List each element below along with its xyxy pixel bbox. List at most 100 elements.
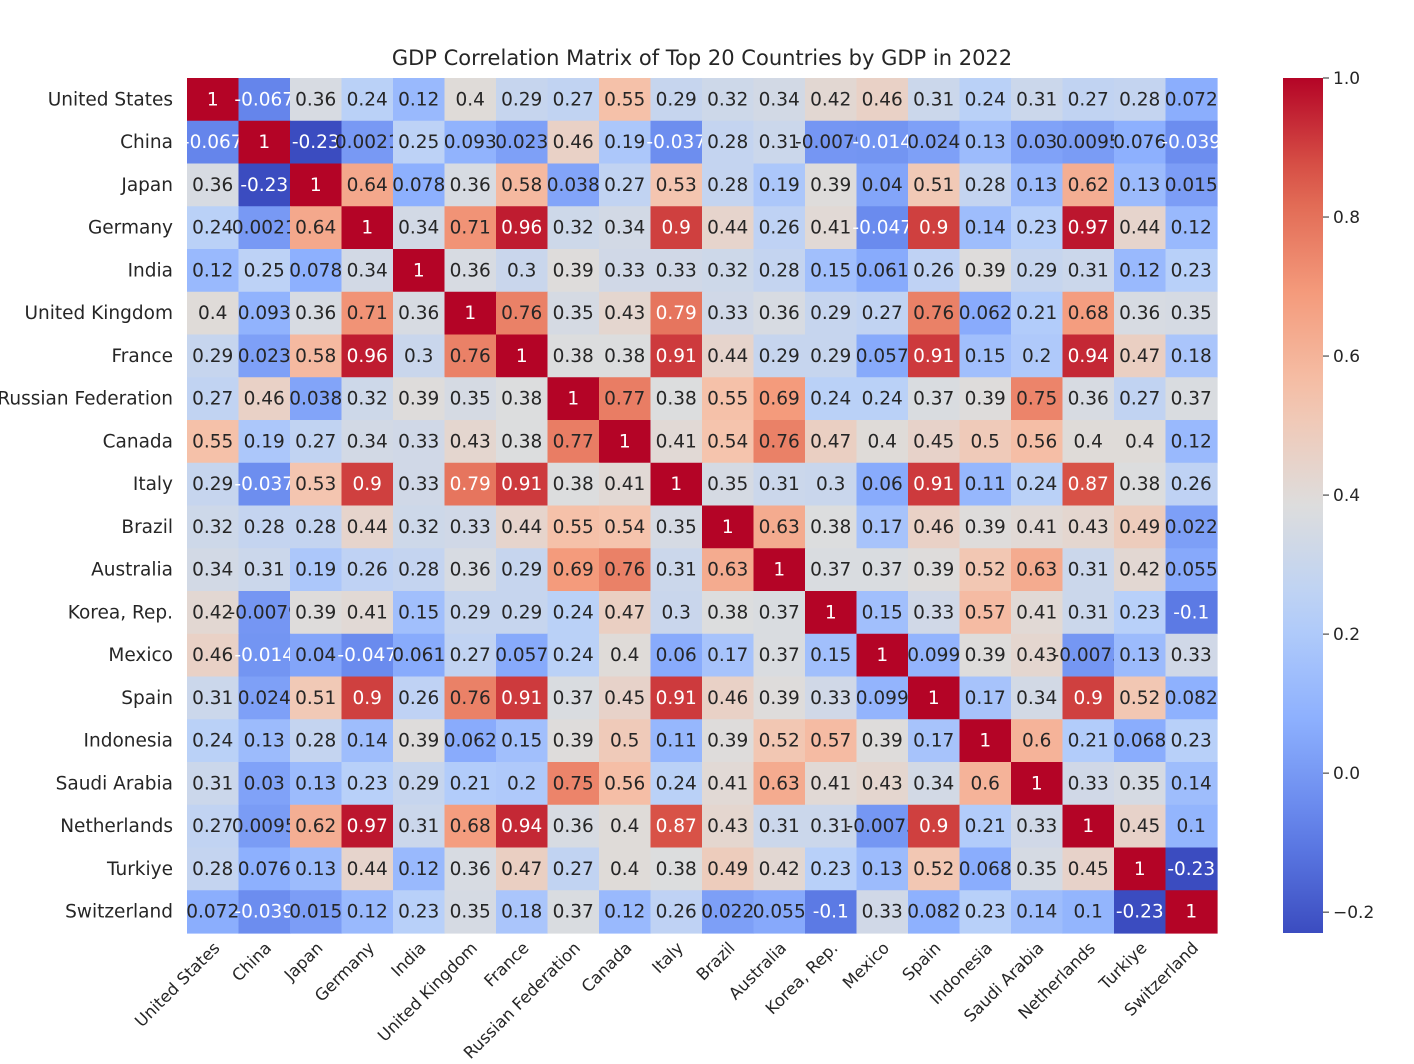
cell-value-label: 1: [1031, 773, 1043, 794]
heatmap-cell: [341, 377, 394, 421]
heatmap-cell: [496, 633, 549, 678]
cell-value-label: 0.35: [553, 303, 594, 324]
cell-value-label: 0.13: [1016, 175, 1057, 196]
cell-value-label: 0.35: [707, 474, 748, 495]
cell-value-label: 0.39: [295, 602, 336, 623]
cell-value-label: 0.29: [501, 89, 542, 110]
heatmap-cell: [805, 249, 858, 293]
row-tick-label: Canada: [103, 431, 173, 452]
heatmap-cell: [856, 804, 909, 849]
heatmap-cell: [650, 291, 703, 336]
row-tick-label: Switzerland: [65, 902, 173, 923]
heatmap-cell: [753, 676, 806, 720]
heatmap-cell: [753, 548, 806, 592]
heatmap-cell: [1114, 462, 1167, 507]
heatmap-cell: [1011, 719, 1064, 763]
cell-value-label: 0.28: [1119, 89, 1160, 110]
heatmap-cell: [959, 719, 1012, 763]
heatmap-cell: [547, 676, 600, 720]
cell-value-label: -0.1: [1173, 602, 1209, 623]
cell-value-label: 0.28: [398, 560, 439, 581]
heatmap-cell: [908, 591, 961, 635]
heatmap-cell: [1062, 890, 1115, 934]
heatmap-cell: [393, 420, 446, 464]
heatmap-cell: [1011, 291, 1064, 336]
heatmap-cell: [393, 804, 446, 849]
cell-value-label: 0.099: [907, 645, 960, 666]
heatmap-cell: [547, 505, 600, 549]
heatmap-cell: [1165, 633, 1218, 678]
cell-value-label: 0.0095: [1056, 132, 1121, 153]
cell-value-label: 0.71: [347, 303, 388, 324]
heatmap-cell: [959, 462, 1012, 507]
cell-value-label: 0.53: [656, 175, 697, 196]
cell-value-label: 0.94: [1068, 346, 1109, 367]
cell-value-label: 0.27: [450, 645, 491, 666]
cell-value-label: 0.47: [501, 859, 542, 880]
heatmap-cell: [753, 847, 806, 891]
cell-value-label: 0.33: [913, 602, 954, 623]
heatmap-cell: [959, 847, 1012, 891]
column-tick-label: United States: [131, 938, 223, 1030]
cell-value-label: -0.014: [234, 645, 294, 666]
heatmap-cell: [650, 719, 703, 763]
cell-value-label: 0.03: [244, 773, 285, 794]
cell-value-label: 0.33: [862, 902, 903, 923]
heatmap-cell: [238, 505, 291, 549]
heatmap-cell: [1011, 505, 1064, 549]
cell-value-label: 0.31: [192, 688, 233, 709]
cell-value-label: 0.41: [1016, 602, 1057, 623]
cell-value-label: 0.055: [753, 902, 806, 923]
cell-value-label: 0.39: [965, 517, 1006, 538]
heatmap-cell: [341, 719, 394, 763]
heatmap-cell: [702, 633, 755, 678]
heatmap-cell: [187, 206, 240, 250]
cell-value-label: 0.023: [238, 346, 291, 367]
cell-value-label: 0.44: [347, 859, 388, 880]
cell-value-label: 0.37: [810, 560, 851, 581]
heatmap-cell: [753, 206, 806, 250]
cell-value-label: 0.14: [1171, 773, 1212, 794]
cell-value-label: 0.58: [295, 346, 336, 367]
cell-value-label: 0.076: [1113, 132, 1166, 153]
heatmap-cell: [908, 505, 961, 549]
heatmap-cell: [496, 762, 549, 806]
cell-value-label: 0.24: [810, 389, 851, 410]
heatmap-cell: [238, 847, 291, 891]
cell-value-label: -0.047: [852, 218, 912, 239]
column-tick-label: United Kingdom: [374, 938, 481, 1045]
cell-value-label: 0.53: [295, 474, 336, 495]
cell-value-label: 1: [413, 260, 425, 281]
cell-value-label: 0.28: [295, 517, 336, 538]
cell-value-label: 0.42: [759, 859, 800, 880]
heatmap-cell: [805, 719, 858, 763]
heatmap-cell: [341, 890, 394, 934]
cell-value-label: 0.54: [604, 517, 645, 538]
cell-value-label: 0.37: [913, 389, 954, 410]
heatmap-cell: [599, 462, 652, 507]
heatmap-cell: [1114, 420, 1167, 464]
heatmap-cell: [959, 334, 1012, 378]
row-tick-label: United States: [48, 89, 173, 110]
colorbar-tick-label: 0.6: [1333, 347, 1360, 367]
heatmap-cell: [908, 890, 961, 934]
row-tick-label: Mexico: [108, 645, 173, 666]
cell-value-label: 0.9: [1074, 688, 1103, 709]
cell-value-label: 0.24: [862, 389, 903, 410]
cell-value-label: 0.15: [398, 602, 439, 623]
heatmap-cell: [1062, 163, 1115, 207]
cell-value-label: 0.51: [913, 175, 954, 196]
heatmap-cell: [238, 548, 291, 592]
heatmap-cell: [496, 334, 549, 378]
heatmap-cell: [599, 804, 652, 849]
cell-value-label: 0.34: [1016, 688, 1057, 709]
cell-value-label: -0.047: [337, 645, 397, 666]
cell-value-label: 0.41: [347, 602, 388, 623]
heatmap-cell: [547, 804, 600, 849]
cell-value-label: 0.13: [244, 731, 285, 752]
heatmap-cell: [959, 890, 1012, 934]
cell-value-label: 0.44: [347, 517, 388, 538]
cell-value-label: 0.36: [192, 175, 233, 196]
cell-value-label: 0.44: [1119, 218, 1160, 239]
heatmap-cell: [187, 890, 240, 934]
